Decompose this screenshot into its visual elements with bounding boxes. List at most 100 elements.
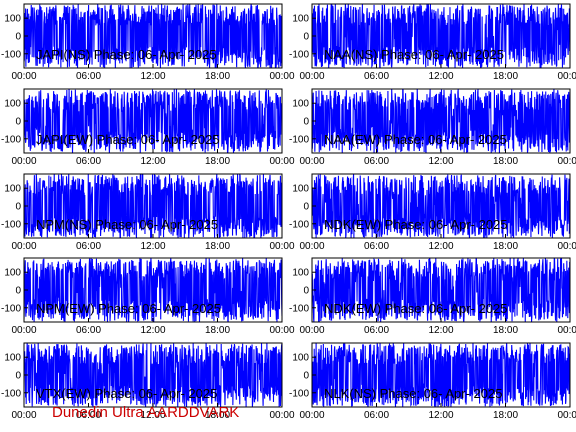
y-tick-label: 100 — [292, 353, 309, 364]
footer-credit: Dunedin Ultra AARDDVARK — [52, 404, 240, 421]
x-tick-label: 12:00 — [140, 325, 165, 336]
x-tick-label: 00:00 — [557, 71, 576, 82]
y-tick-label: 100 — [4, 353, 21, 364]
x-tick-label: 00:00 — [557, 156, 576, 167]
x-tick-label: 06:00 — [76, 241, 101, 252]
y-tick-label: 0 — [303, 286, 309, 297]
x-tick-label: 00:00 — [299, 410, 324, 421]
y-tick-label: 100 — [292, 99, 309, 110]
panel-title: JAPI(EW) Phase: 06- Apr- 2025 — [36, 132, 220, 147]
x-tick-label: 12:00 — [428, 410, 453, 421]
panel-title: JAPI(NS) Phase: 06- Apr- 2025 — [36, 47, 217, 62]
x-tick-label: 00:00 — [269, 241, 294, 252]
panel-title: NDK(EW) Phase: 06- Apr- 2025 — [324, 217, 508, 232]
y-tick-label: 0 — [15, 202, 21, 213]
panel-10: 1000-10000:0006:0012:0018:0000:00NLK(NS)… — [289, 342, 576, 421]
x-tick-label: 06:00 — [364, 241, 389, 252]
x-tick-label: 00:00 — [557, 325, 576, 336]
x-tick-label: 18:00 — [205, 325, 230, 336]
x-tick-label: 18:00 — [205, 71, 230, 82]
x-tick-label: 18:00 — [205, 410, 230, 421]
x-tick-label: 06:00 — [364, 410, 389, 421]
panel-6: 1000-10000:0006:0012:0018:0000:00NDK(EW)… — [289, 173, 576, 252]
x-tick-label: 00:00 — [11, 71, 36, 82]
y-tick-label: 100 — [4, 14, 21, 25]
phase-trace — [312, 174, 570, 238]
panel-8: 1000-10000:0006:0012:0018:0000:00NDK(EW)… — [289, 257, 576, 336]
panel-title: NAA(NS) Phase: 06- Apr- 2025 — [324, 47, 504, 62]
y-tick-label: 0 — [303, 32, 309, 43]
x-tick-label: 00:00 — [557, 410, 576, 421]
y-tick-label: -100 — [289, 49, 309, 60]
x-tick-label: 06:00 — [364, 156, 389, 167]
panel-title: NDK(EW) Phase: 06- Apr- 2025 — [324, 301, 508, 316]
x-tick-label: 06:00 — [76, 325, 101, 336]
y-tick-label: 0 — [15, 286, 21, 297]
panel-title: NPM(EW) Phase: 06- Apr- 2025 — [36, 301, 221, 316]
y-tick-label: 100 — [292, 184, 309, 195]
phase-trace — [24, 4, 282, 68]
x-tick-label: 18:00 — [493, 241, 518, 252]
x-tick-label: 00:00 — [11, 410, 36, 421]
x-tick-label: 00:00 — [269, 156, 294, 167]
phase-trace — [24, 174, 282, 238]
x-tick-label: 12:00 — [428, 71, 453, 82]
x-tick-label: 00:00 — [269, 410, 294, 421]
y-tick-label: 0 — [15, 371, 21, 382]
x-tick-label: 06:00 — [76, 156, 101, 167]
x-tick-label: 06:00 — [364, 325, 389, 336]
y-tick-label: 100 — [292, 268, 309, 279]
y-tick-label: 100 — [4, 99, 21, 110]
y-tick-label: -100 — [289, 134, 309, 145]
x-tick-label: 12:00 — [428, 241, 453, 252]
x-tick-label: 06:00 — [76, 410, 101, 421]
x-tick-label: 18:00 — [493, 410, 518, 421]
y-tick-label: -100 — [289, 303, 309, 314]
x-tick-label: 00:00 — [299, 71, 324, 82]
x-tick-label: 18:00 — [493, 71, 518, 82]
panel-title: NPM(NS) Phase: 06- Apr- 2025 — [36, 217, 218, 232]
y-tick-label: -100 — [289, 388, 309, 399]
panel-title: VTX(EW) Phase: 06- Apr- 2025 — [36, 386, 217, 401]
panel-title: NLK(NS) Phase: 06- Apr- 2025 — [324, 386, 502, 401]
x-tick-label: 18:00 — [205, 156, 230, 167]
phase-trace — [24, 343, 282, 407]
x-tick-label: 12:00 — [140, 156, 165, 167]
y-tick-label: 0 — [15, 32, 21, 43]
x-tick-label: 18:00 — [205, 241, 230, 252]
x-tick-label: 12:00 — [428, 325, 453, 336]
phase-trace — [312, 343, 570, 407]
y-tick-label: 0 — [303, 202, 309, 213]
x-tick-label: 00:00 — [269, 325, 294, 336]
phase-trace — [312, 258, 570, 322]
x-tick-label: 00:00 — [11, 241, 36, 252]
x-tick-label: 12:00 — [140, 71, 165, 82]
x-tick-label: 06:00 — [364, 71, 389, 82]
y-tick-label: 100 — [4, 184, 21, 195]
x-tick-label: 00:00 — [299, 156, 324, 167]
x-tick-label: 06:00 — [76, 71, 101, 82]
phase-trace — [24, 89, 282, 153]
y-tick-label: -100 — [1, 49, 21, 60]
y-tick-label: 100 — [292, 14, 309, 25]
x-tick-label: 00:00 — [269, 71, 294, 82]
x-tick-label: 00:00 — [11, 325, 36, 336]
y-tick-label: 0 — [15, 117, 21, 128]
x-tick-label: 18:00 — [493, 325, 518, 336]
x-tick-label: 18:00 — [493, 156, 518, 167]
y-tick-label: 0 — [303, 117, 309, 128]
y-tick-label: -100 — [1, 388, 21, 399]
y-tick-label: -100 — [1, 219, 21, 230]
y-tick-label: 0 — [303, 371, 309, 382]
y-tick-label: -100 — [1, 303, 21, 314]
x-tick-label: 00:00 — [11, 156, 36, 167]
panel-title: NAA(EW) Phase: 06- Apr- 2025 — [324, 132, 507, 147]
x-tick-label: 00:00 — [299, 325, 324, 336]
y-tick-label: -100 — [1, 134, 21, 145]
